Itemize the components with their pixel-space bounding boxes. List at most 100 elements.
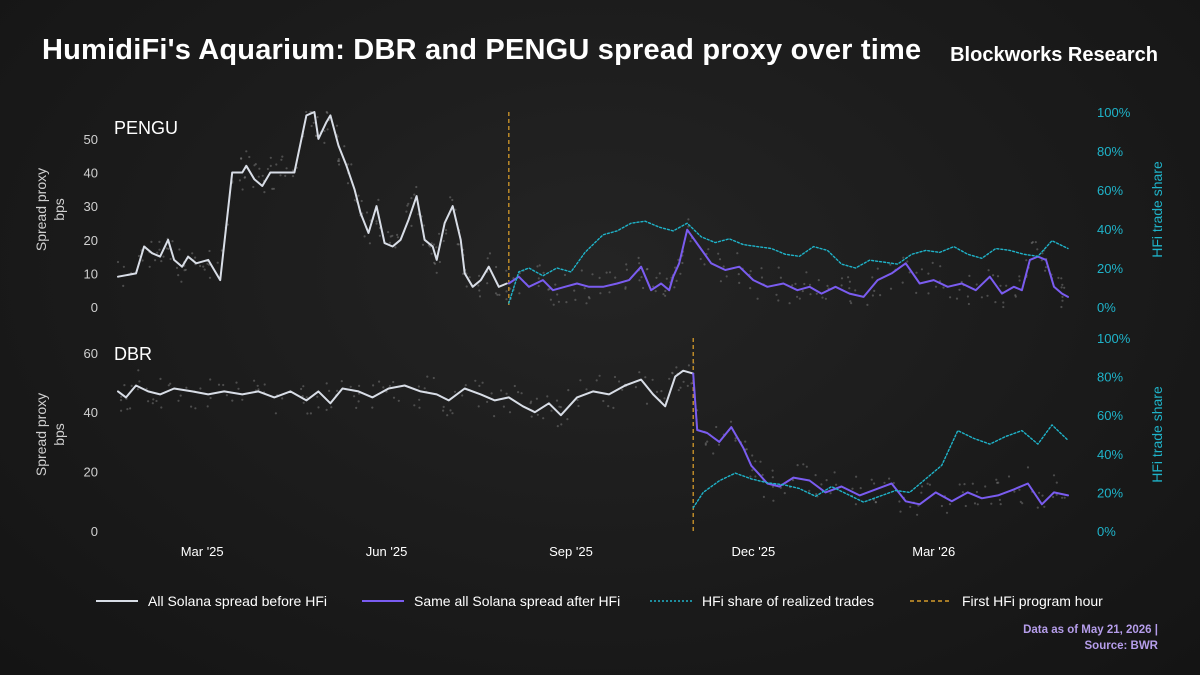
scatter-point xyxy=(535,397,539,400)
scatter-point xyxy=(687,364,691,367)
scatter-point xyxy=(257,175,260,178)
scatter-point xyxy=(689,240,692,243)
scatter-point xyxy=(493,415,496,418)
scatter-point xyxy=(464,384,467,387)
y2-axis-label: HFi trade share xyxy=(1149,161,1165,258)
scatter-point xyxy=(457,243,460,246)
scatter-point xyxy=(199,387,202,390)
scatter-point xyxy=(462,272,465,275)
scatter-point xyxy=(357,400,360,403)
scatter-point xyxy=(169,382,172,385)
scatter-point xyxy=(238,179,241,182)
scatter-point xyxy=(817,279,820,282)
scatter-point xyxy=(305,396,308,399)
scatter-point xyxy=(715,425,718,429)
scatter-point xyxy=(119,399,123,402)
y-axis-label: Spread proxy xyxy=(33,393,49,476)
scatter-point xyxy=(208,276,212,279)
scatter-point xyxy=(734,437,737,440)
scatter-point xyxy=(151,402,154,405)
scatter-point xyxy=(607,405,610,408)
scatter-point xyxy=(1019,500,1022,503)
x-tick-label: Sep '25 xyxy=(549,544,593,559)
scatter-point xyxy=(241,398,244,401)
scatter-point xyxy=(634,386,638,389)
scatter-point xyxy=(791,479,795,482)
scatter-point xyxy=(199,264,202,268)
scatter-point xyxy=(477,284,480,287)
scatter-point xyxy=(638,262,641,265)
scatter-point xyxy=(542,271,545,274)
scatter-point xyxy=(555,399,559,402)
scatter-point xyxy=(413,404,416,407)
scatter-point xyxy=(948,503,952,506)
scatter-point xyxy=(505,290,508,293)
legend-label: HFi share of realized trades xyxy=(702,593,874,609)
scatter-point xyxy=(749,475,752,478)
scatter-point xyxy=(960,280,963,284)
scatter-point xyxy=(1041,252,1044,255)
scatter-point xyxy=(1055,481,1058,484)
scatter-point xyxy=(1060,305,1063,309)
scatter-point xyxy=(624,286,627,289)
scatter-point xyxy=(803,282,806,286)
scatter-point xyxy=(931,261,934,264)
scatter-point xyxy=(848,280,852,283)
scatter-point xyxy=(775,293,778,296)
chart-panel-dbr: DBR 0 20 40 60 0% 20% 40% 60% 80% 100% Spread proxy… xyxy=(33,331,1165,559)
scatter-point xyxy=(703,263,706,266)
footnote: Data as of May 21, 2026 | Source: BWR xyxy=(1023,622,1158,654)
y2-tick-label: 20% xyxy=(1097,485,1123,500)
scatter-point xyxy=(258,167,261,170)
scatter-point xyxy=(486,400,489,403)
scatter-point xyxy=(679,386,682,389)
scatter-point xyxy=(426,375,429,378)
y2-tick-label: 0% xyxy=(1097,300,1116,315)
scatter-point xyxy=(453,390,457,393)
scatter-point xyxy=(995,478,998,481)
scatter-point xyxy=(451,198,454,202)
scatter-point xyxy=(704,443,707,446)
scatter-point xyxy=(120,409,123,412)
scatter-point xyxy=(990,502,993,505)
scatter-point xyxy=(1021,502,1024,505)
scatter-point xyxy=(302,385,305,388)
scatter-point xyxy=(194,407,197,410)
scatter-point xyxy=(591,273,594,276)
scatter-point xyxy=(377,198,380,201)
scatter-point xyxy=(687,225,690,228)
scatter-point xyxy=(302,401,305,404)
scatter-point xyxy=(116,260,120,264)
scatter-point xyxy=(915,271,918,274)
scatter-point xyxy=(835,483,838,486)
scatter-point xyxy=(1060,277,1063,280)
scatter-point xyxy=(674,266,677,269)
scatter-point xyxy=(508,411,512,414)
scatter-point xyxy=(191,252,194,255)
scatter-point xyxy=(984,485,987,488)
x-tick-label: Jun '25 xyxy=(366,544,408,559)
scatter-point xyxy=(235,381,238,384)
scatter-point xyxy=(654,290,657,293)
scatter-point xyxy=(1013,490,1016,493)
scatter-point xyxy=(478,384,481,387)
scatter-point xyxy=(300,387,303,391)
scatter-point xyxy=(1018,488,1021,491)
scatter-point xyxy=(513,384,516,388)
scatter-point xyxy=(737,273,740,276)
scatter-point xyxy=(546,395,549,398)
scatter-point xyxy=(637,256,640,259)
scatter-point xyxy=(442,239,445,243)
scatter-point xyxy=(317,406,320,409)
scatter-point xyxy=(240,157,243,160)
scatter-point xyxy=(644,376,647,379)
scatter-point xyxy=(928,483,932,486)
scatter-point xyxy=(971,482,974,485)
scatter-point xyxy=(405,210,408,213)
scatter-point xyxy=(873,482,876,485)
scatter-point xyxy=(338,163,341,166)
scatter-point xyxy=(652,285,655,288)
scatter-points xyxy=(116,110,1066,309)
scatter-point xyxy=(744,440,747,443)
scatter-point xyxy=(285,167,288,170)
